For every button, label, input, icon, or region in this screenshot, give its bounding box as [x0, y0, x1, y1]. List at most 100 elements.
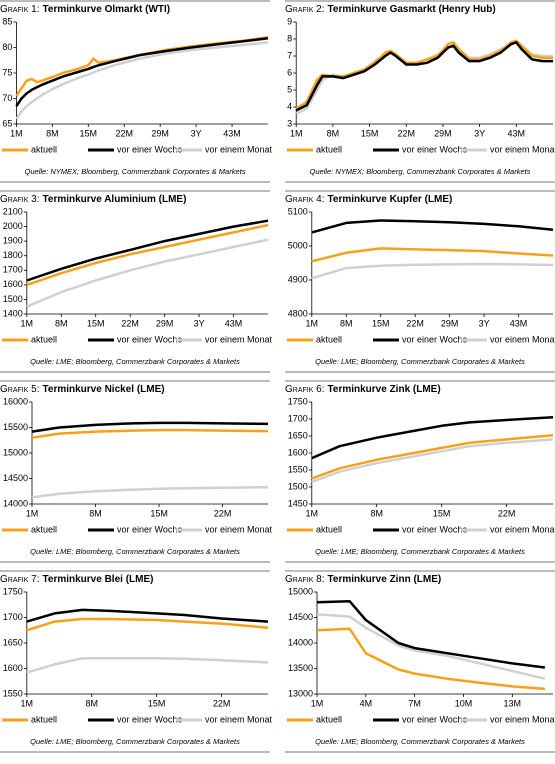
x-tick-label: 29M	[441, 318, 459, 328]
y-tick-label: 3	[287, 118, 292, 128]
x-tick-label: 15M	[80, 128, 98, 138]
y-tick-label: 15500	[3, 422, 28, 432]
x-tick-label: 3Y	[191, 128, 202, 138]
chart-title: Grafik 3: Terminkurve Aluminium (LME)	[0, 194, 186, 205]
series-line	[311, 219, 554, 234]
x-tick-label: 8M	[55, 318, 68, 328]
x-tick-label: 1M	[21, 698, 34, 708]
x-tick-label: 22M	[406, 318, 424, 328]
x-tick-label: 22M	[214, 508, 232, 518]
legend-label: vor einer Woche	[402, 334, 467, 344]
series-line	[26, 223, 269, 287]
y-tick-label: 1500	[3, 294, 23, 304]
y-tick-label: 1600	[288, 447, 308, 457]
x-tick-label: 22M	[115, 128, 133, 138]
y-tick-label: 7	[287, 50, 292, 60]
y-tick-label: 4800	[288, 308, 308, 318]
x-tick-label: 43M	[508, 128, 526, 138]
chart: Grafik 4: Terminkurve Kupfer (LME) 4800 490…	[285, 190, 555, 373]
chart-label: Grafik 4:	[285, 194, 325, 205]
y-tick-label: 1450	[288, 498, 308, 508]
legend-label: vor einem Monat	[490, 334, 555, 344]
legend-label: aktuell	[31, 144, 57, 154]
chart: Grafik 1: Terminkurve Olmarkt (WTI) 65 70 75…	[0, 0, 273, 183]
y-tick-label: 1700	[3, 612, 23, 622]
x-tick-label: 1M	[10, 128, 23, 138]
x-tick-label: 3Y	[474, 128, 485, 138]
source-note: Quelle: LME; Bloomberg, Commerzbank Corp…	[30, 737, 240, 746]
series-line	[311, 247, 554, 263]
chart-title-text: Terminkurve Kupfer (LME)	[328, 194, 453, 205]
y-tick-label: 5100	[288, 206, 308, 216]
legend-label: vor einer Woche	[117, 524, 182, 534]
chart-label: Grafik 8:	[285, 574, 325, 585]
x-tick-label: 15M	[148, 698, 166, 708]
series-line	[311, 416, 554, 460]
x-tick-label: 43M	[225, 318, 243, 328]
y-tick-label: 1650	[3, 637, 23, 647]
y-tick-label: 5000	[288, 240, 308, 250]
x-tick-label: 15M	[372, 318, 390, 328]
chart-title: Grafik 8: Terminkurve Zinn (LME)	[285, 574, 441, 585]
chart-title: Grafik 1: Terminkurve Olmarkt (WTI)	[0, 4, 170, 15]
legend-label: vor einer Woche	[117, 144, 182, 154]
x-tick-label: 1M	[306, 318, 319, 328]
legend-label: vor einem Monat	[490, 714, 555, 724]
legend-label: vor einer Woche	[117, 714, 182, 724]
x-tick-label: 8M	[46, 128, 59, 138]
y-tick-label: 4	[287, 101, 292, 111]
y-tick-label: 1550	[3, 688, 23, 698]
legend-label: vor einer Woche	[117, 334, 182, 344]
x-tick-label: 1M	[311, 698, 324, 708]
x-tick-label: 8M	[89, 508, 102, 518]
source-note: Quelle: LME; Bloomberg, Commerzbank Corp…	[315, 737, 525, 746]
chart: Grafik 7: Terminkurve Blei (LME) 1550 1600 1…	[0, 570, 273, 753]
y-tick-label: 6	[287, 67, 292, 77]
source-note: Quelle: LME; Bloomberg, Commerzbank Corp…	[315, 547, 525, 556]
x-tick-label: 7M	[408, 698, 421, 708]
chart-label: Grafik 6:	[285, 384, 325, 395]
series-line	[26, 608, 269, 623]
x-tick-label: 1M	[21, 318, 34, 328]
source-note: Quelle: LME; Bloomberg, Commerzbank Corp…	[30, 547, 240, 556]
x-tick-label: 13M	[504, 698, 522, 708]
series-line	[295, 41, 553, 115]
x-tick-label: 3Y	[194, 318, 205, 328]
y-tick-label: 1550	[288, 464, 308, 474]
x-tick-label: 1M	[290, 128, 303, 138]
chart-label: Grafik 7:	[0, 574, 40, 585]
y-tick-label: 15000	[288, 586, 313, 596]
series-line	[26, 238, 269, 308]
y-tick-label: 1400	[3, 308, 23, 318]
legend-label: vor einem Monat	[205, 334, 273, 344]
x-tick-label: 29M	[156, 318, 174, 328]
series-line	[316, 599, 546, 669]
y-tick-label: 1600	[3, 279, 23, 289]
y-tick-label: 85	[2, 16, 12, 26]
y-tick-label: 75	[2, 67, 12, 77]
y-tick-label: 1650	[288, 430, 308, 440]
series-line	[295, 41, 553, 112]
chart: Grafik 2: Terminkurve Gasmarkt (Henry Hub…	[285, 0, 555, 183]
chart-title-text: Terminkurve Olmarkt (WTI)	[43, 4, 171, 15]
x-tick-label: 22M	[397, 128, 415, 138]
series-line	[316, 613, 546, 680]
y-tick-label: 16000	[3, 396, 28, 406]
chart-title-text: Terminkurve Blei (LME)	[43, 574, 154, 585]
x-tick-label: 22M	[121, 318, 139, 328]
legend-label: aktuell	[316, 144, 342, 154]
y-tick-label: 1700	[3, 265, 23, 275]
x-tick-label: 15M	[433, 508, 451, 518]
x-tick-label: 8M	[370, 508, 383, 518]
y-tick-label: 1800	[3, 250, 23, 260]
chart-label: Grafik 1:	[0, 4, 40, 15]
y-tick-label: 13000	[288, 688, 313, 698]
y-tick-label: 8	[287, 33, 292, 43]
y-tick-label: 13500	[288, 663, 313, 673]
x-tick-label: 22M	[498, 508, 516, 518]
legend-label: aktuell	[31, 714, 57, 724]
x-tick-label: 3Y	[479, 318, 490, 328]
series-line	[311, 438, 554, 484]
source-note: Quelle: NYMEX; Bloomberg, Commerzbank Co…	[310, 167, 531, 176]
y-tick-label: 4900	[288, 274, 308, 284]
